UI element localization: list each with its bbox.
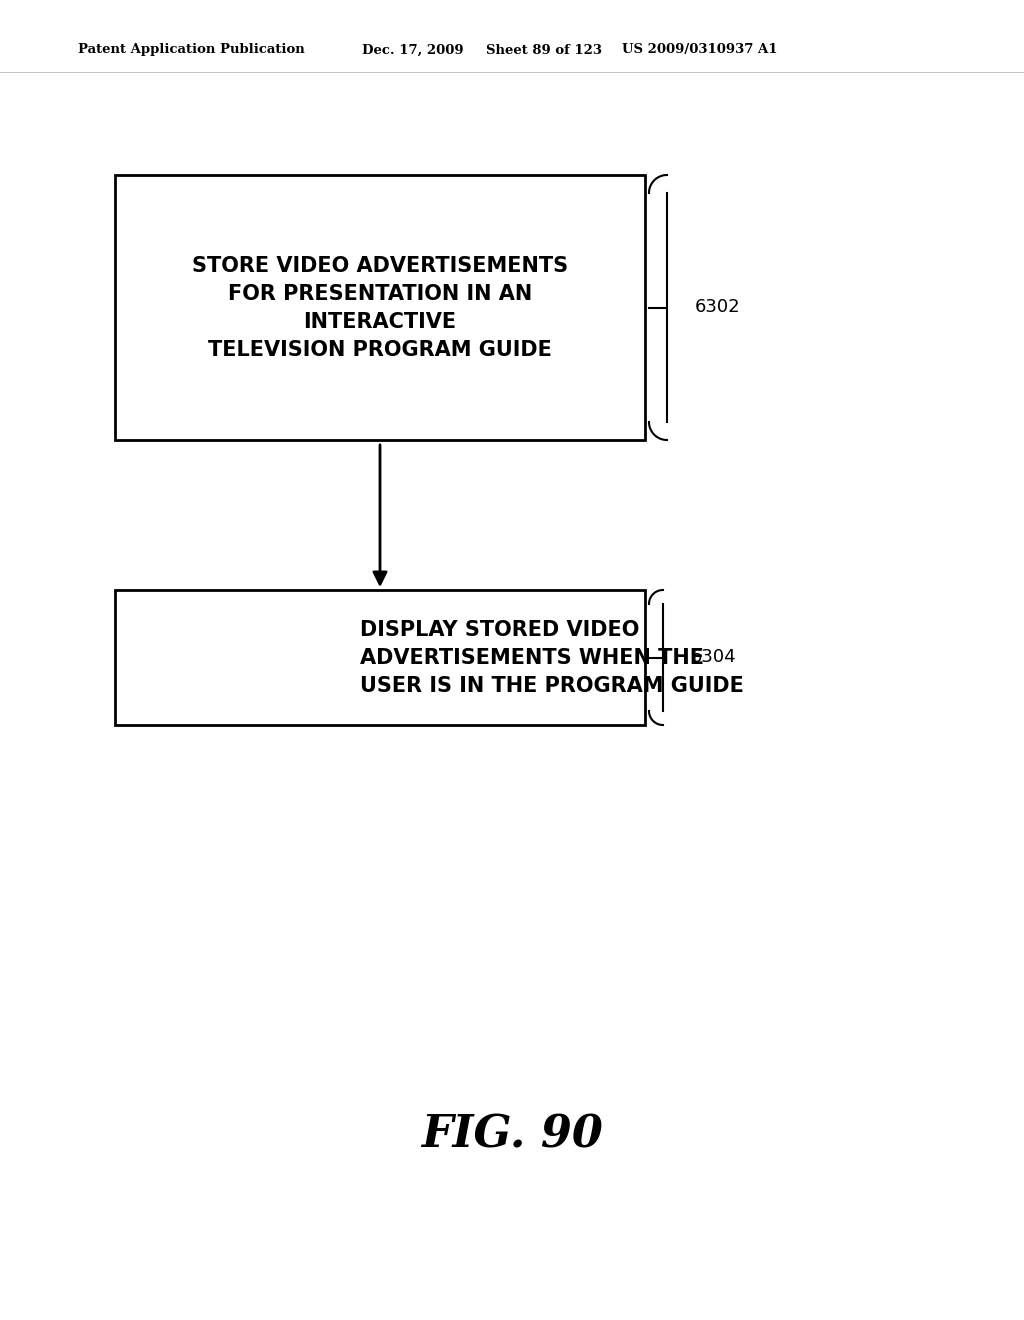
Bar	[115, 176, 645, 440]
Text: 6302: 6302	[695, 298, 740, 317]
Bar	[115, 590, 645, 725]
Text: US 2009/0310937 A1: US 2009/0310937 A1	[622, 44, 777, 57]
Text: Dec. 17, 2009: Dec. 17, 2009	[362, 44, 464, 57]
Text: Sheet 89 of 123: Sheet 89 of 123	[486, 44, 602, 57]
Text: STORE VIDEO ADVERTISEMENTS
FOR PRESENTATION IN AN
INTERACTIVE
TELEVISION PROGRAM: STORE VIDEO ADVERTISEMENTS FOR PRESENTAT…	[191, 256, 568, 359]
Text: DISPLAY STORED VIDEO
ADVERTISEMENTS WHEN THE
USER IS IN THE PROGRAM GUIDE: DISPLAY STORED VIDEO ADVERTISEMENTS WHEN…	[360, 619, 743, 696]
Text: 6304: 6304	[691, 648, 736, 667]
Text: Patent Application Publication: Patent Application Publication	[78, 44, 305, 57]
Text: FIG. 90: FIG. 90	[421, 1114, 603, 1156]
